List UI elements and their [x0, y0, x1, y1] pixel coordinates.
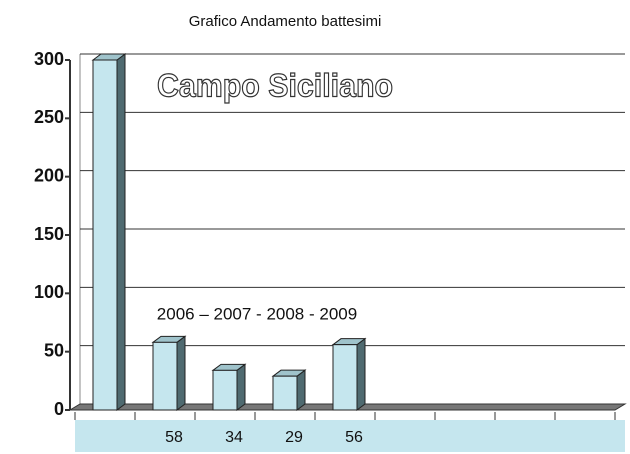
y-tick-label: 0	[54, 399, 64, 419]
annotation: Campo Siciliano	[157, 67, 393, 103]
bar-front	[92, 59, 118, 411]
bar	[91, 53, 127, 411]
data-table-strip	[75, 420, 625, 452]
y-tick-label: 50	[44, 340, 64, 360]
bar-side	[236, 363, 246, 411]
bar-front	[152, 341, 178, 411]
bar-front	[272, 375, 298, 411]
value-label: 58	[165, 429, 183, 446]
bar-side	[356, 337, 366, 411]
bar-side	[116, 53, 126, 411]
y-tick-label: 250	[34, 107, 64, 127]
value-label: 56	[345, 429, 363, 446]
bar	[211, 363, 247, 411]
value-label: 29	[285, 429, 303, 446]
bar	[331, 337, 367, 411]
bar-side	[296, 369, 306, 411]
y-tick-label: 200	[34, 165, 64, 185]
bar	[271, 369, 307, 411]
value-label: 34	[225, 429, 243, 446]
bar-front	[212, 369, 238, 411]
bar-side	[176, 335, 186, 411]
chart-title: Grafico Andamento battesimi	[189, 13, 382, 30]
y-tick-label: 100	[34, 282, 64, 302]
bar	[151, 335, 187, 411]
annotation: 2006 – 2007 - 2008 - 2009	[157, 304, 357, 323]
y-tick-label: 300	[34, 49, 64, 69]
y-tick-label: 150	[34, 224, 64, 244]
bar-front	[332, 344, 358, 411]
